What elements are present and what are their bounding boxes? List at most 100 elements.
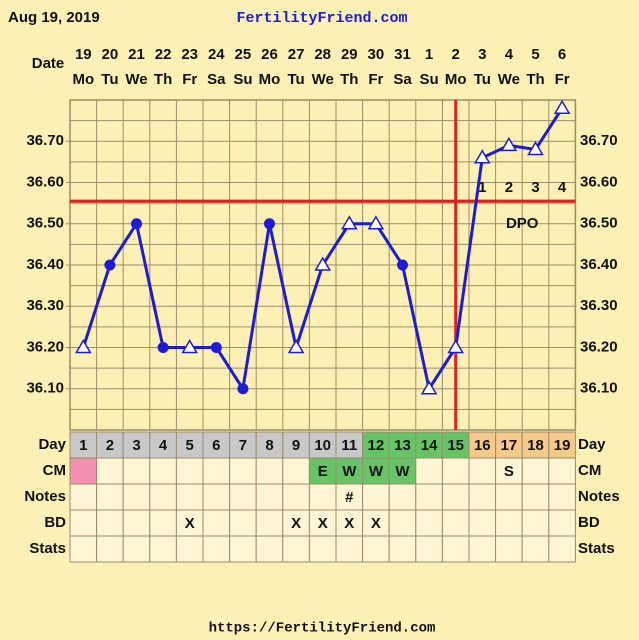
chart-date: Aug 19, 2019 [8, 9, 100, 26]
table-cell [122, 431, 151, 459]
table-cell [149, 457, 177, 485]
row-label: BD [578, 514, 600, 531]
temp-marker [264, 218, 275, 230]
cell-text: X [318, 515, 328, 532]
table-cell [521, 509, 550, 537]
table-cell [415, 457, 443, 485]
table-cell [149, 509, 177, 537]
temp-marker [420, 380, 438, 395]
table-cell [229, 509, 257, 537]
temp-marker [104, 259, 116, 271]
table-cell [441, 457, 470, 485]
row-label: Day [38, 436, 66, 453]
table-cell [388, 431, 417, 459]
table-cell [521, 483, 550, 511]
cell-text: 17 [501, 437, 518, 454]
table-cell [388, 535, 417, 563]
weekday-label: Mo [445, 71, 467, 88]
table-cell [202, 483, 231, 511]
table-cell [69, 457, 98, 485]
row-label: Notes [578, 488, 620, 505]
table-cell [548, 431, 576, 459]
dpo-label: DPO [506, 215, 539, 232]
weekday-label: Th [154, 71, 172, 88]
table-cell [548, 457, 576, 485]
table-cell [255, 431, 284, 459]
x-tick-label: 30 [368, 46, 385, 63]
table-cell [69, 483, 98, 511]
x-tick-label: 31 [394, 46, 411, 63]
table-cell [441, 431, 470, 459]
cell-text: 10 [314, 437, 331, 454]
x-tick-label: 27 [288, 46, 305, 63]
site-title: FertilityFriend.com [236, 10, 407, 27]
table-cell [335, 535, 364, 563]
cell-text: X [291, 515, 301, 532]
table-cell [122, 509, 151, 537]
temp-marker [473, 149, 491, 164]
table-cell [415, 483, 443, 511]
table-cell [69, 509, 98, 537]
weekday-label: Fr [555, 71, 570, 88]
cell-text: 14 [421, 437, 438, 454]
x-tick-label: 25 [235, 46, 252, 63]
x-tick-label: 1 [425, 46, 433, 63]
table-cell [468, 457, 497, 485]
table-cell [362, 483, 390, 511]
table-cell [96, 431, 124, 459]
table-cell [362, 509, 390, 537]
temp-marker [237, 383, 249, 395]
table-cell [388, 509, 417, 537]
table-cell [282, 431, 310, 459]
table-cell [388, 457, 417, 485]
table-cell [255, 483, 284, 511]
y2-tick-label: 36.50 [580, 215, 618, 232]
table-cell [122, 457, 151, 485]
table-cell [548, 535, 576, 563]
row-label: Stats [578, 540, 615, 557]
temp-marker [210, 342, 222, 353]
cell-text: 7 [239, 437, 247, 454]
table-cell [468, 483, 497, 511]
table-cell [388, 483, 417, 511]
weekday-label: We [125, 71, 147, 88]
footer: https://FertilityFriend.com [209, 621, 436, 637]
x-tick-label: 28 [314, 46, 331, 63]
cell-text: 4 [159, 437, 168, 454]
table-cell [175, 457, 204, 485]
weekday-label: Th [526, 71, 544, 88]
dpo-number: 4 [558, 179, 567, 196]
table-cell [96, 483, 124, 511]
table-cell [175, 535, 204, 563]
cell-text: 9 [292, 437, 300, 454]
weekday-label: Mo [72, 71, 94, 88]
y2-tick-label: 36.70 [580, 132, 618, 149]
x-tick-label: 6 [558, 46, 566, 63]
cell-text: 18 [527, 437, 544, 454]
x-tick-label: 19 [75, 46, 92, 63]
table-cell [548, 483, 576, 511]
table-cell [362, 457, 390, 485]
table-cell [229, 535, 257, 563]
cell-text: 6 [212, 437, 220, 454]
table-cell [229, 431, 257, 459]
temp-marker [74, 339, 92, 354]
table-cell [282, 509, 310, 537]
weekday-label: Fr [368, 71, 383, 88]
y-tick-label: 36.70 [26, 132, 64, 149]
cell-text: E [318, 463, 328, 480]
weekday-label: Mo [259, 71, 281, 88]
weekday-label: Sa [207, 71, 226, 88]
y2-tick-label: 36.10 [580, 380, 618, 397]
table-cell [548, 509, 576, 537]
table-cell [122, 535, 151, 563]
temp-marker [500, 136, 518, 152]
row-label: Stats [29, 540, 66, 557]
cell-text: W [342, 463, 357, 480]
table-cell [255, 457, 284, 485]
temp-marker [314, 256, 332, 271]
temp-marker [287, 339, 305, 354]
x-tick-label: 23 [181, 46, 198, 63]
table-cell [441, 509, 470, 537]
